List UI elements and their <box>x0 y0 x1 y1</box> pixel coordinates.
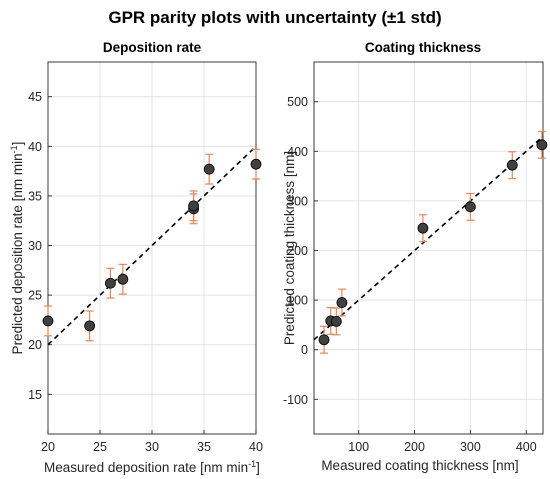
deposition-rate-xtick-label: 20 <box>41 440 55 454</box>
deposition-rate-grid <box>47 62 257 434</box>
deposition-rate-xlabel-end: ] <box>256 460 260 475</box>
deposition-rate-data-point <box>188 200 200 212</box>
coating-thickness-data-point <box>318 334 330 346</box>
coating-thickness-ytick-label: 100 <box>287 294 308 308</box>
coating-thickness-xtick-label: 100 <box>348 440 369 454</box>
coating-thickness-data-point <box>464 201 476 213</box>
figure-title: GPR parity plots with uncertainty (±1 st… <box>108 8 441 27</box>
deposition-rate-data-point <box>105 277 116 289</box>
coating-thickness-data-point <box>330 316 342 327</box>
coating-thickness-ytick-label: 0 <box>301 343 308 357</box>
deposition-rate-xtick-label: 40 <box>249 440 263 454</box>
coating-thickness-panel: Coating thickness Measured coating thick… <box>282 40 548 473</box>
deposition-rate-xlabel-sup: -1 <box>248 459 256 469</box>
deposition-rate-ytick-label: 40 <box>28 140 42 154</box>
deposition-rate-ylabel-main: Predicted deposition rate [nm min <box>10 153 25 354</box>
deposition-rate-panel: Deposition rate Measured deposition rate… <box>9 40 263 475</box>
deposition-rate-xlabel-main: Measured deposition rate [nm min <box>44 460 248 475</box>
coating-thickness-title: Coating thickness <box>365 40 481 55</box>
coating-thickness-data-point <box>417 222 429 234</box>
coating-thickness-data-point <box>536 139 548 151</box>
coating-thickness-data-point <box>506 159 518 171</box>
deposition-rate-ylabel-end: ] <box>10 142 25 146</box>
deposition-rate-data-point <box>117 273 129 285</box>
deposition-rate-ytick-label: 35 <box>28 189 42 203</box>
coating-thickness-xtick-label: 400 <box>516 440 537 454</box>
coating-thickness-parity-line <box>313 135 544 341</box>
deposition-rate-xtick-label: 25 <box>93 440 107 454</box>
coating-thickness-xtick-label: 300 <box>460 440 481 454</box>
coating-thickness-ylabel: Predicted coating thickness [nm] <box>282 151 297 345</box>
coating-thickness-ytick-label: -100 <box>283 393 308 407</box>
deposition-rate-ytick-label: 45 <box>28 90 42 104</box>
deposition-rate-xtick-label: 35 <box>197 440 211 454</box>
deposition-rate-xtick-label: 30 <box>145 440 159 454</box>
coating-thickness-axes-frame <box>313 61 544 435</box>
deposition-rate-data-point <box>250 158 262 170</box>
deposition-rate-xlabel: Measured deposition rate [nm min-1] <box>44 459 260 475</box>
deposition-rate-ytick-label: 15 <box>28 388 42 402</box>
coating-thickness-xtick-label: 200 <box>404 440 425 454</box>
deposition-rate-data-point <box>203 163 215 175</box>
deposition-rate-ytick-label: 30 <box>28 239 42 253</box>
deposition-rate-ylabel: Predicted deposition rate [nm min-1] <box>9 142 25 355</box>
coating-thickness-ytick-label: 400 <box>287 145 308 159</box>
deposition-rate-data-point <box>42 315 54 327</box>
deposition-rate-ylabel-sup: -1 <box>9 145 19 153</box>
deposition-rate-parity-line <box>47 145 257 346</box>
coating-thickness-ytick-label: 200 <box>287 244 308 258</box>
coating-thickness-data-point <box>336 297 348 308</box>
deposition-rate-ytick-label: 20 <box>28 338 42 352</box>
coating-thickness-grid <box>314 62 543 434</box>
deposition-rate-ytick-label: 25 <box>28 289 42 303</box>
coating-thickness-ytick-label: 500 <box>287 95 308 109</box>
coating-thickness-xlabel: Measured coating thickness [nm] <box>321 458 518 473</box>
deposition-rate-title: Deposition rate <box>103 40 202 55</box>
coating-thickness-ytick-label: 300 <box>287 194 308 208</box>
deposition-rate-data-point <box>84 320 95 332</box>
